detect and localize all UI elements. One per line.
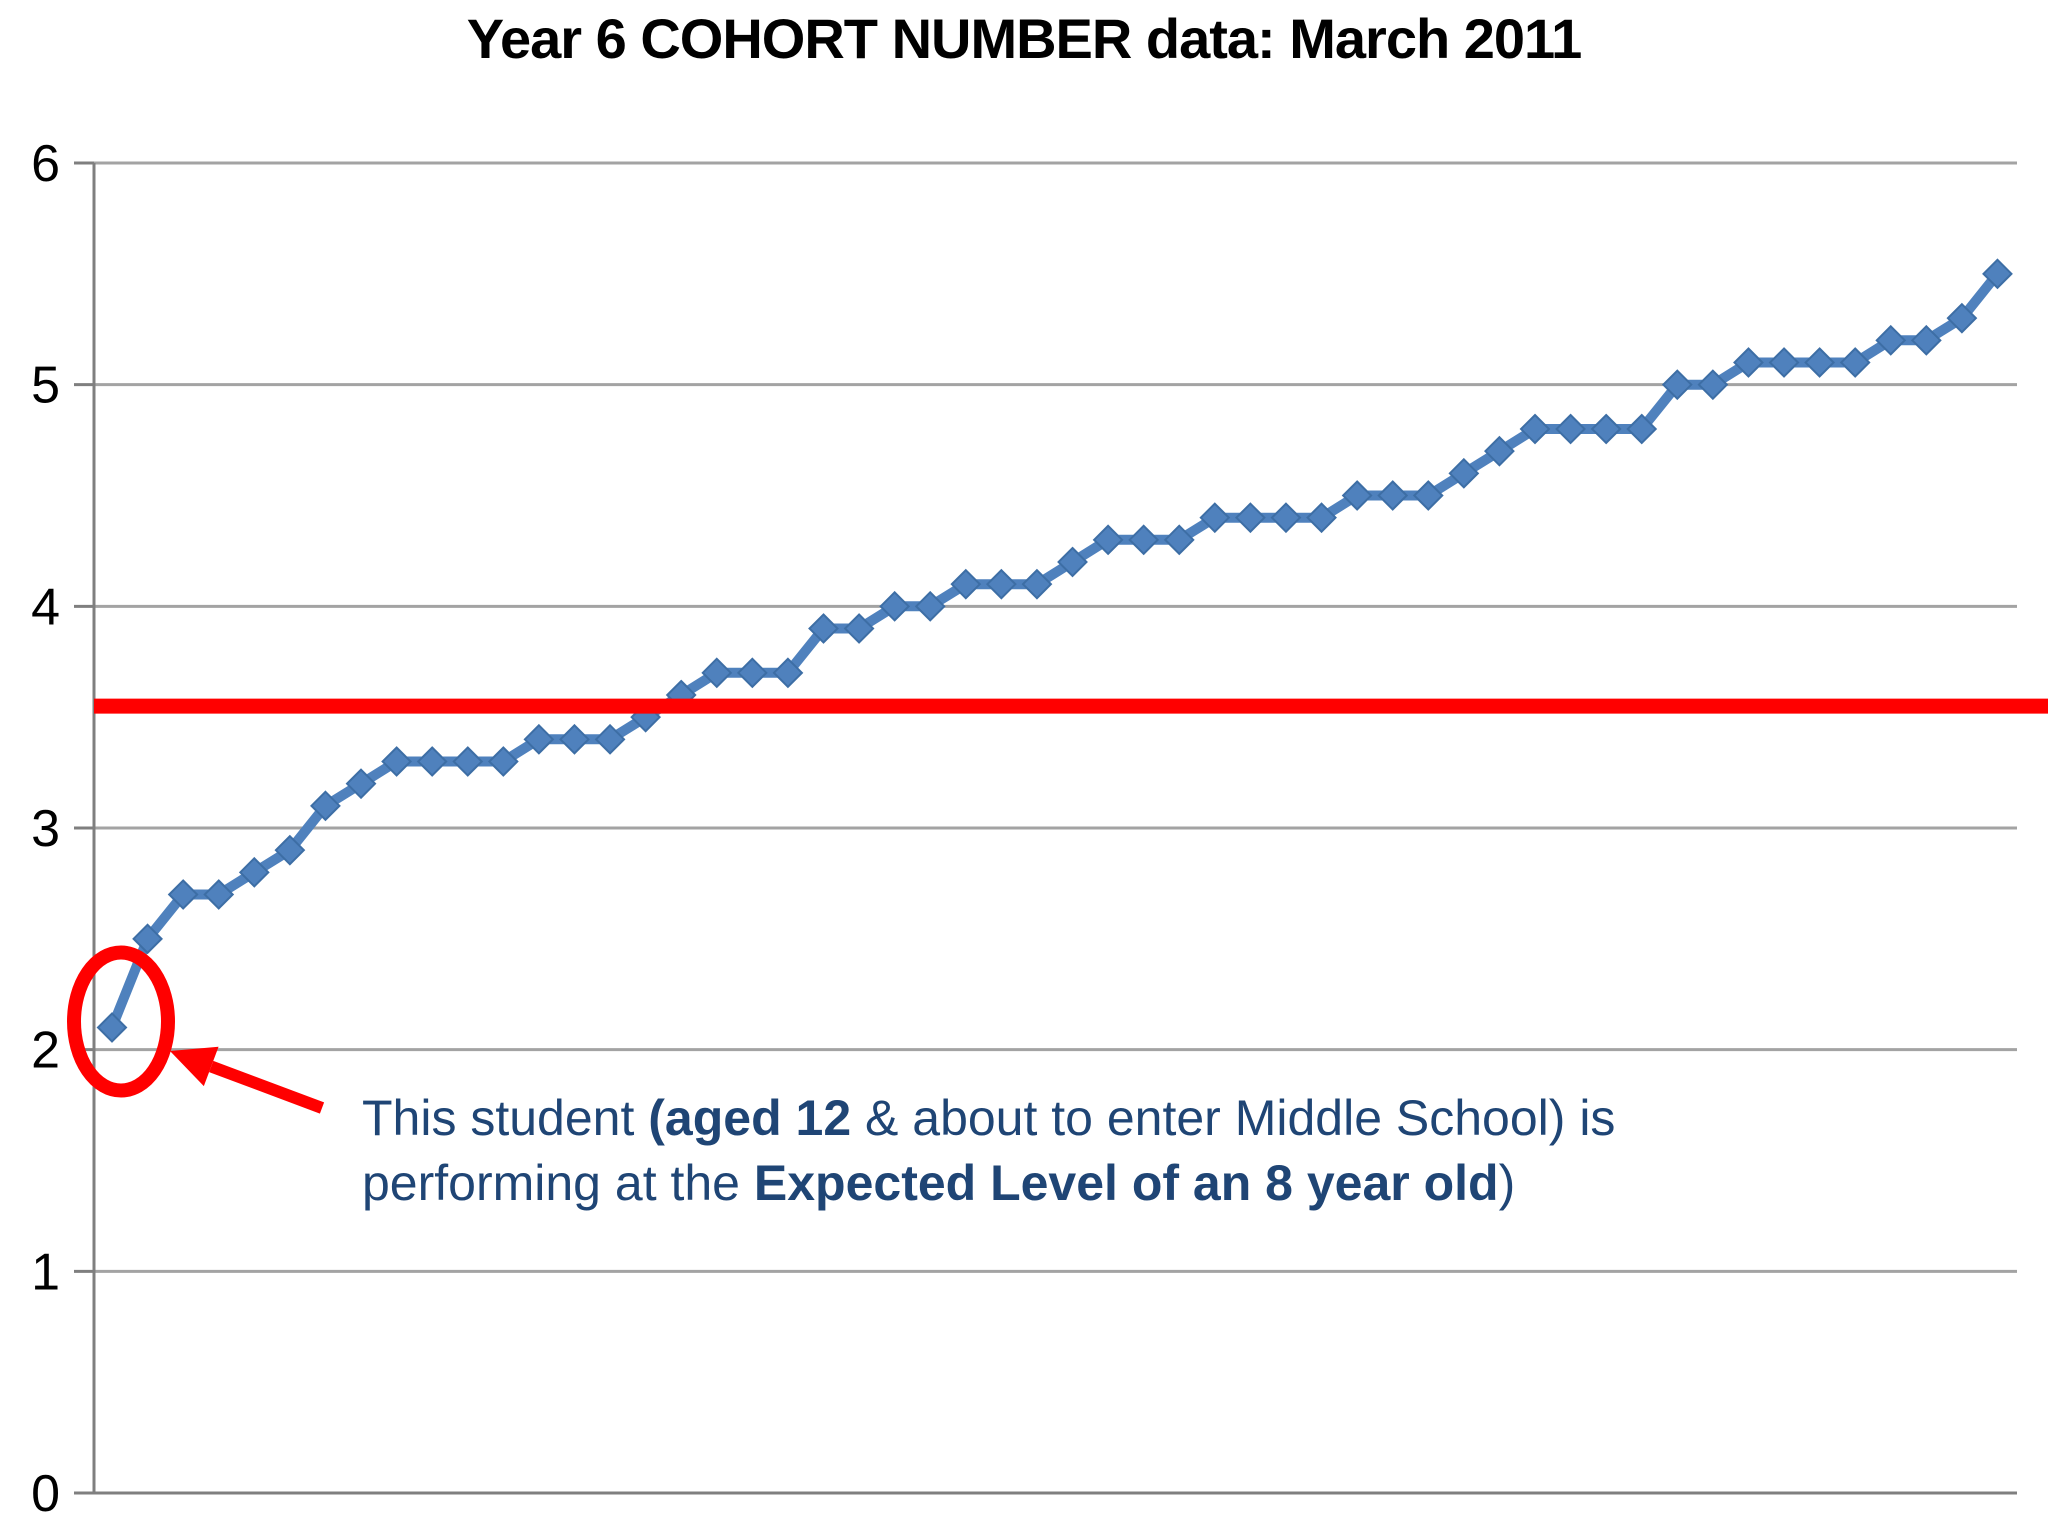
- annotation-regular-text: performing at the: [362, 1155, 754, 1211]
- data-point-marker: [381, 746, 413, 777]
- data-point-marker: [1661, 369, 1693, 401]
- annotation-line-1: This student (aged 12 & about to enter M…: [362, 1086, 1615, 1151]
- data-point-marker: [1234, 502, 1266, 534]
- data-point-marker: [559, 723, 590, 755]
- series-markers: [96, 258, 2013, 1043]
- data-point-marker: [701, 657, 733, 689]
- data-point-marker: [1875, 324, 1907, 356]
- y-tick-label-6: 6: [31, 135, 60, 193]
- data-point-marker: [487, 746, 519, 777]
- data-point-marker: [843, 613, 875, 644]
- y-tick-label-5: 5: [31, 357, 60, 415]
- y-tick-label-0: 0: [31, 1465, 60, 1523]
- y-tick-label-2: 2: [31, 1022, 60, 1080]
- y-tick-label-4: 4: [31, 578, 60, 636]
- annotation-text: This student (aged 12 & about to enter M…: [362, 1086, 1615, 1216]
- data-point-marker: [1163, 524, 1195, 556]
- data-point-marker: [772, 657, 804, 689]
- annotation-regular-text: This student: [362, 1090, 649, 1146]
- data-point-marker: [1590, 413, 1622, 445]
- data-point-marker: [1412, 480, 1444, 511]
- data-point-marker: [452, 746, 484, 777]
- chart-title: Year 6 COHORT NUMBER data: March 2011: [466, 7, 1582, 70]
- data-point-marker: [914, 590, 946, 622]
- data-point-marker: [1057, 546, 1088, 578]
- gridlines: [94, 161, 2017, 1495]
- data-point-marker: [310, 790, 341, 822]
- data-point-marker: [1768, 347, 1800, 378]
- y-tick-label-3: 3: [31, 800, 60, 858]
- data-point-marker: [523, 723, 555, 755]
- data-point-marker: [345, 768, 377, 800]
- data-point-marker: [1982, 258, 2013, 290]
- data-point-marker: [1448, 457, 1480, 489]
- data-point-marker: [985, 568, 1017, 600]
- data-point-marker: [167, 879, 199, 910]
- data-point-marker: [1946, 302, 1978, 334]
- data-point-marker: [132, 923, 163, 955]
- data-point-marker: [416, 746, 448, 777]
- annotation-bold-text: (aged 12: [648, 1090, 852, 1146]
- data-point-marker: [274, 834, 306, 866]
- highlight-ellipse: [67, 945, 175, 1098]
- annotation-regular-text: & about to enter Middle School) is: [851, 1090, 1616, 1146]
- data-point-marker: [96, 1012, 128, 1043]
- data-point-marker: [950, 568, 982, 600]
- data-point-marker: [1306, 502, 1337, 534]
- data-point-marker: [1377, 480, 1409, 511]
- data-point-marker: [1626, 413, 1658, 445]
- annotation-bold-text: Expected Level of an 8 year old: [753, 1155, 1499, 1211]
- annotation-regular-text: ): [1498, 1155, 1516, 1211]
- data-point-marker: [736, 657, 768, 689]
- data-point-marker: [1128, 524, 1160, 556]
- data-point-marker: [1199, 502, 1231, 534]
- data-point-marker: [879, 590, 911, 622]
- data-point-marker: [1697, 369, 1729, 401]
- data-point-marker: [1519, 413, 1551, 445]
- arrow-head-icon: [170, 1046, 219, 1087]
- annotation-line-2: performing at the Expected Level of an 8…: [362, 1151, 1615, 1216]
- data-point-marker: [1021, 568, 1053, 600]
- data-point-marker: [1092, 524, 1124, 556]
- y-axis-labels: 0 1 2 3 4 5 6: [31, 135, 94, 1523]
- arrow-shaft: [209, 1060, 325, 1114]
- data-point-marker: [203, 879, 235, 910]
- data-point-marker: [808, 613, 839, 644]
- data-point-marker: [594, 723, 626, 755]
- y-tick-label-1: 1: [31, 1243, 60, 1301]
- data-point-marker: [1484, 435, 1515, 467]
- data-point-marker: [1270, 502, 1302, 534]
- data-point-marker: [238, 856, 270, 888]
- data-point-marker: [1804, 347, 1836, 378]
- data-point-marker: [1341, 480, 1373, 511]
- data-point-marker: [1839, 347, 1871, 378]
- data-point-marker: [1733, 347, 1764, 378]
- data-point-marker: [1555, 413, 1586, 445]
- data-point-marker: [1910, 324, 1942, 356]
